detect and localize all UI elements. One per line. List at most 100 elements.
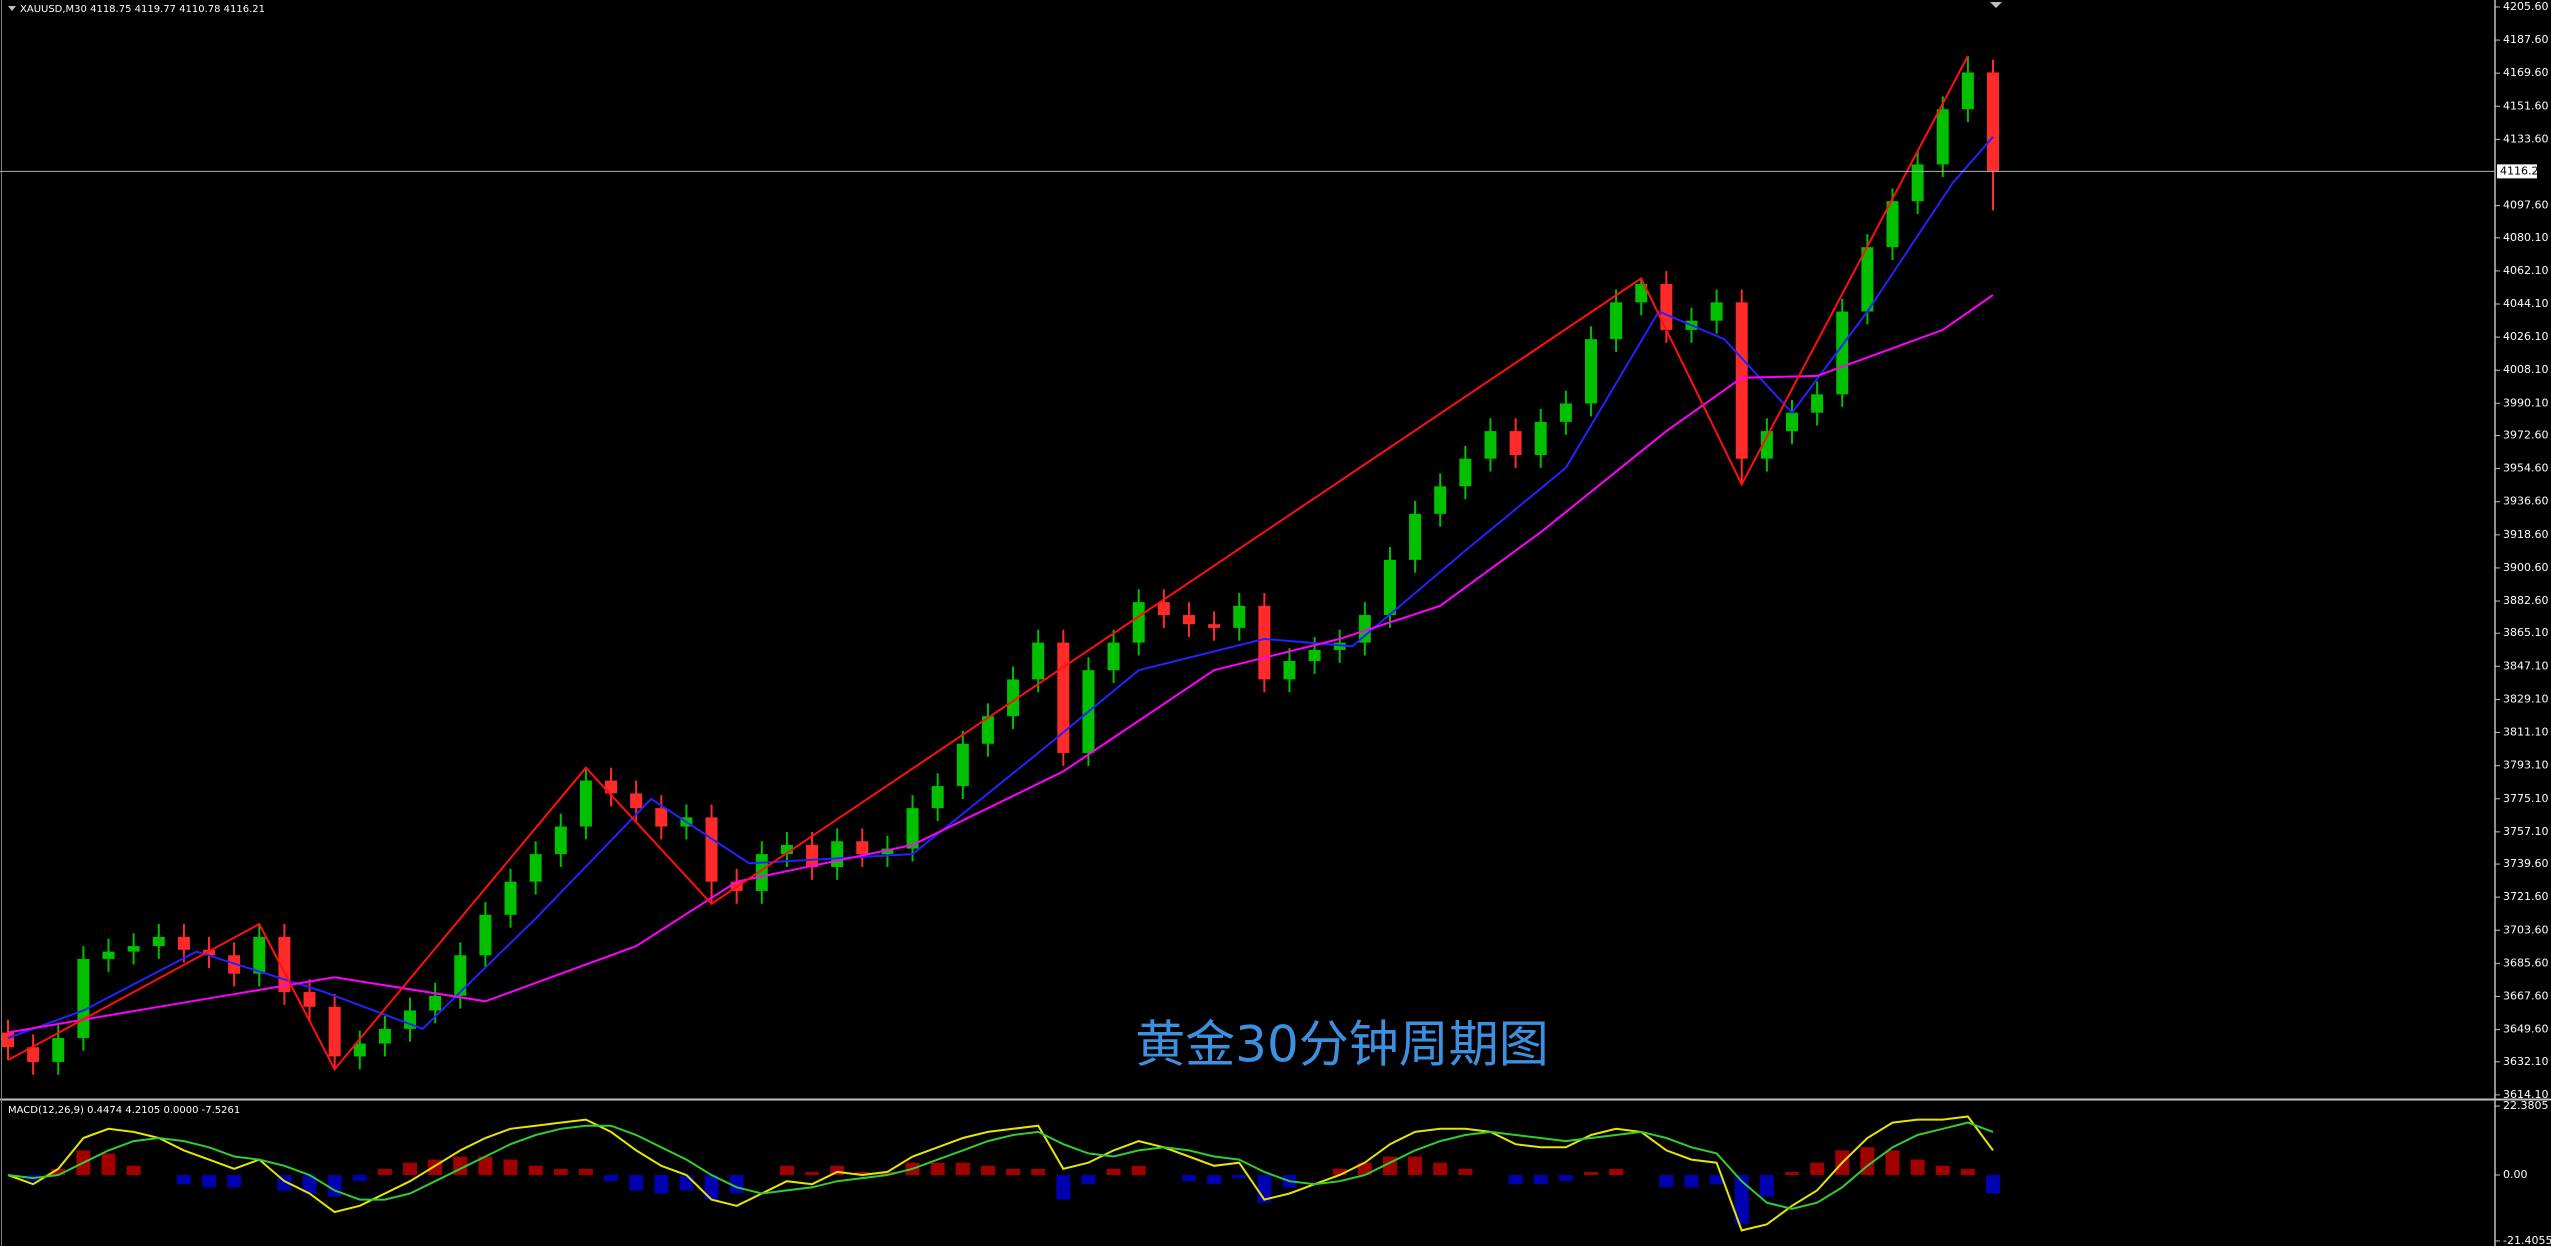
shift-marker xyxy=(1990,2,2002,8)
macd-title: MACD(12,26,9) 0.4474 4.2105 0.0000 -7.52… xyxy=(8,1105,240,1116)
y-tick-label: 3954.60 xyxy=(2503,462,2549,475)
macd-histogram-bar xyxy=(830,1165,845,1176)
macd-histogram-bar xyxy=(604,1175,619,1182)
macd-histogram-bar xyxy=(1784,1171,1799,1176)
indicator-line xyxy=(7,1115,1994,1232)
candle-body xyxy=(554,826,567,855)
macd-histogram-bar xyxy=(955,1162,970,1176)
macd-histogram-bar xyxy=(553,1168,568,1176)
candle-body xyxy=(378,1028,391,1044)
macd-histogram-bar xyxy=(51,1168,66,1176)
macd-histogram-bar xyxy=(1558,1175,1573,1182)
y-tick-label: 4133.60 xyxy=(2503,132,2549,145)
macd-histogram-bar xyxy=(176,1175,191,1185)
y-tick-label: 3757.10 xyxy=(2503,825,2549,838)
chart-title: XAUUSD,M30 4118.75 4119.77 4110.78 4116.… xyxy=(20,4,265,15)
current-price-box xyxy=(2497,164,2537,179)
macd-histogram-bar xyxy=(1056,1175,1071,1200)
candle-body xyxy=(1886,201,1899,248)
candle-body xyxy=(529,854,542,882)
candle-body xyxy=(429,995,442,1011)
candle-body xyxy=(956,743,969,787)
y-tick-label: 3882.60 xyxy=(2503,594,2549,607)
current-price-label: 4116.21 xyxy=(2500,164,2546,177)
macd-histogram-bar xyxy=(1458,1168,1473,1176)
y-tick-label: 4187.60 xyxy=(2503,33,2549,46)
candle-body xyxy=(177,936,190,950)
candle-body xyxy=(1811,394,1824,413)
candle-body xyxy=(1409,513,1422,560)
indicator-line xyxy=(7,1121,1994,1210)
macd-histogram-bar xyxy=(403,1162,418,1176)
macd-histogram-bar xyxy=(478,1156,493,1176)
y-tick-label: 3847.10 xyxy=(2503,659,2549,672)
y-tick-label: 4205.60 xyxy=(2503,0,2549,13)
macd-histogram-bar xyxy=(377,1168,392,1176)
y-tick-label: 3632.10 xyxy=(2503,1055,2549,1068)
macd-histogram-bar xyxy=(1207,1175,1222,1185)
y-tick-label: 4169.60 xyxy=(2503,66,2549,79)
macd-histogram-bar xyxy=(1332,1168,1347,1176)
candle-body xyxy=(1107,642,1120,671)
macd-histogram-bar xyxy=(1232,1175,1247,1179)
candle-body xyxy=(1233,605,1246,628)
macd-histogram-bar xyxy=(1006,1168,1021,1176)
y-tick-label: 3936.60 xyxy=(2503,495,2549,508)
candle-body xyxy=(102,951,115,959)
y-tick-label: 4062.10 xyxy=(2503,264,2549,277)
y-tick-label: 4026.10 xyxy=(2503,330,2549,343)
y-tick-label: 22.3805 xyxy=(2503,1099,2549,1112)
candle-body xyxy=(1434,486,1447,514)
macd-histogram-bar xyxy=(1709,1175,1724,1185)
macd-histogram-bar xyxy=(980,1165,995,1176)
macd-histogram-bar xyxy=(1508,1175,1523,1185)
y-tick-label: 3918.60 xyxy=(2503,528,2549,541)
candle-body xyxy=(1534,421,1547,456)
macd-histogram-bar xyxy=(1433,1162,1448,1176)
y-tick-label: 3990.10 xyxy=(2503,396,2549,409)
candle-body xyxy=(655,808,668,827)
candle-body xyxy=(1710,302,1723,321)
candle-body xyxy=(1987,72,1999,172)
y-tick-label: 3900.60 xyxy=(2503,561,2549,574)
y-tick-label: 3793.10 xyxy=(2503,759,2549,772)
macd-histogram-bar xyxy=(528,1165,543,1176)
candle-body xyxy=(1484,431,1497,459)
macd-histogram-bar xyxy=(1810,1162,1825,1176)
candle-body xyxy=(1032,642,1045,680)
candle-body xyxy=(1007,679,1020,717)
candle-body xyxy=(1132,602,1145,643)
macd-histogram-bar xyxy=(1986,1175,2000,1194)
macd-histogram-bar xyxy=(1659,1175,1674,1188)
macd-histogram-bar xyxy=(1583,1171,1598,1176)
candle-body xyxy=(127,946,140,952)
macd-histogram-bar xyxy=(1935,1165,1950,1176)
macd-histogram-bar xyxy=(352,1175,367,1182)
candle-body xyxy=(1660,283,1673,330)
y-tick-label: 3649.60 xyxy=(2503,1023,2549,1036)
candle-body xyxy=(253,936,266,974)
macd-histogram-bar xyxy=(1885,1150,1900,1176)
candle-body xyxy=(1258,605,1271,680)
y-tick-label: 4008.10 xyxy=(2503,363,2549,376)
macd-histogram-bar xyxy=(930,1162,945,1176)
candle-body xyxy=(1836,311,1849,395)
macd-histogram-bar xyxy=(704,1175,719,1200)
candle-body xyxy=(77,958,90,1039)
macd-histogram-bar xyxy=(1684,1175,1699,1188)
annotation: 黄金30分钟周期图 xyxy=(1135,1016,1549,1074)
y-tick-label: 3721.60 xyxy=(2503,890,2549,903)
candle-body xyxy=(2,1032,14,1048)
macd-histogram-bar xyxy=(1759,1175,1774,1197)
y-tick-label: 0.00 xyxy=(2503,1168,2528,1181)
candle-body xyxy=(856,841,869,855)
candle-body xyxy=(504,881,517,915)
macd-histogram-bar xyxy=(1408,1156,1423,1176)
candle-body xyxy=(1157,602,1170,616)
y-tick-label: 3614.10 xyxy=(2503,1088,2549,1101)
macd-histogram-bar xyxy=(227,1175,242,1188)
macd-histogram-bar xyxy=(679,1175,694,1191)
indicator-line xyxy=(7,55,1969,1072)
y-tick-label: 3865.10 xyxy=(2503,626,2549,639)
